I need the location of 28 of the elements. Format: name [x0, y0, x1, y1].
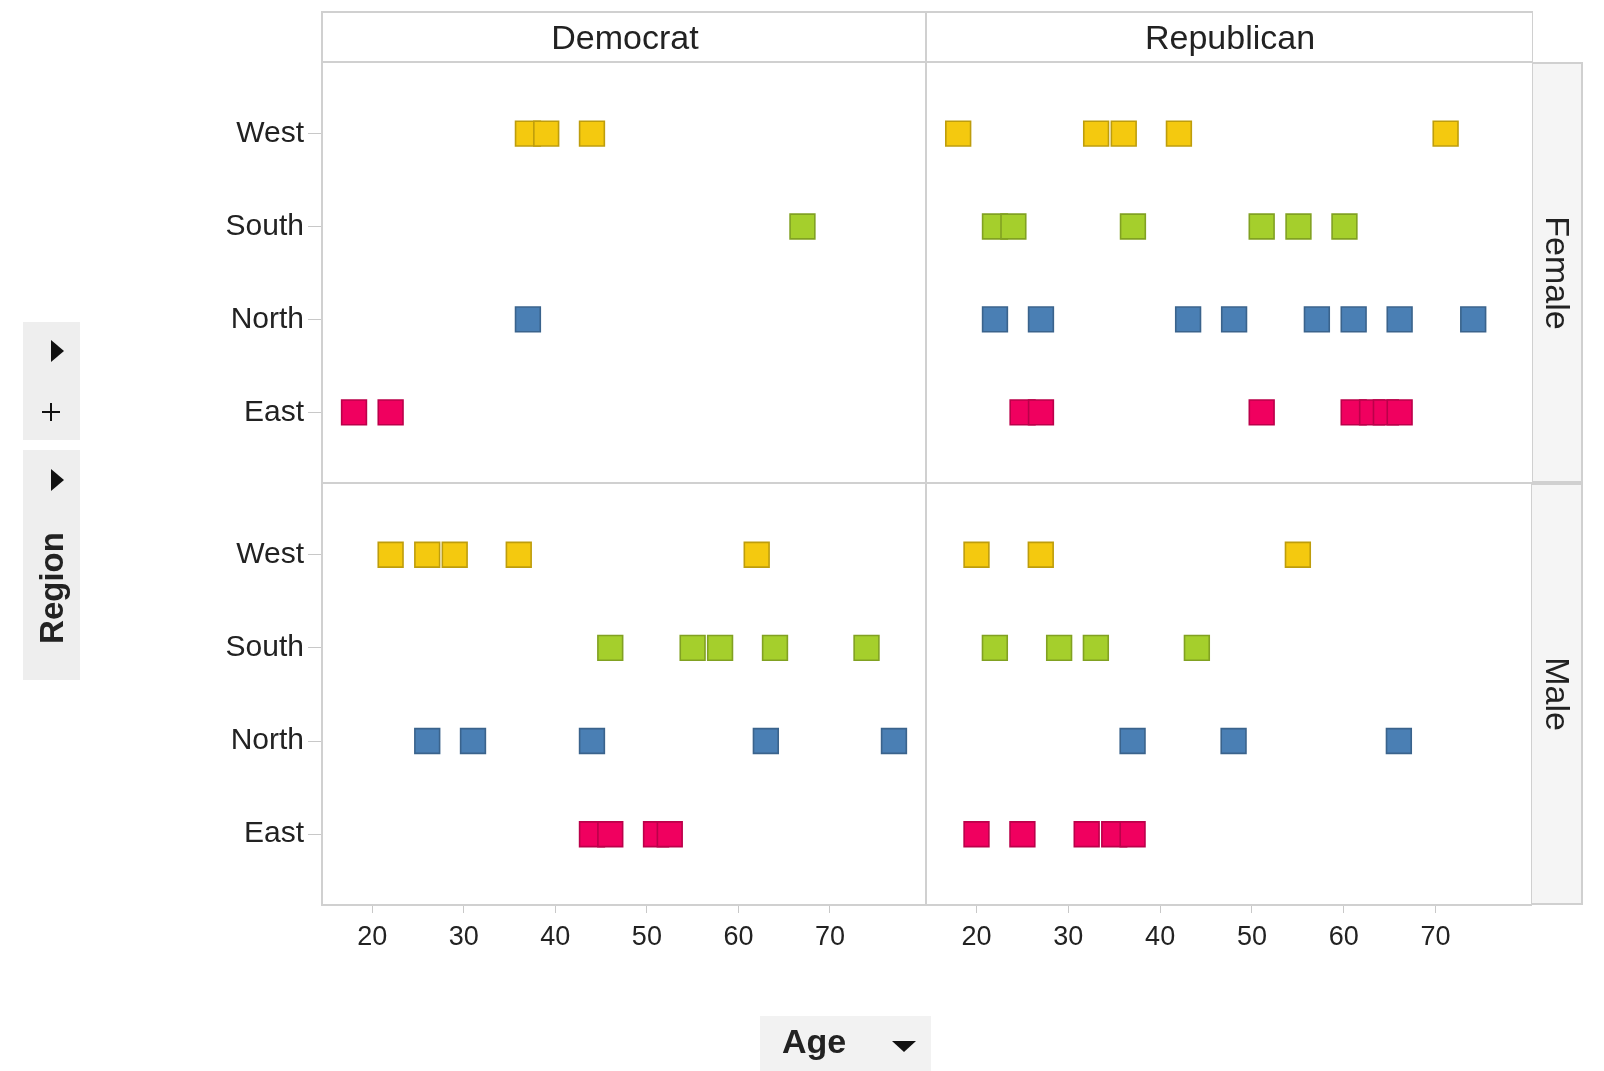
y-tick-label: North	[230, 300, 304, 334]
x-tick-label: 40	[540, 920, 571, 951]
x-tick-label: 60	[1328, 920, 1359, 951]
x-tick-label: 60	[723, 920, 754, 951]
y-tick-label: North	[230, 722, 304, 756]
x-tick-label: 70	[1420, 920, 1451, 951]
side-strip: Female	[1532, 62, 1583, 483]
x-tick-label: 40	[1145, 920, 1176, 951]
x-tick-label: 30	[1053, 920, 1084, 951]
y-tick-label: East	[243, 815, 305, 849]
y-tick-label: South	[225, 207, 304, 241]
side-strip: Male	[1532, 483, 1583, 905]
x-tick-label: 70	[814, 920, 845, 951]
x-tick-label: 20	[961, 920, 992, 951]
x-axis-title: Age	[782, 1022, 847, 1061]
x-tick-label: 20	[357, 920, 388, 951]
y-axis-title: Region	[32, 532, 71, 644]
y-tick-label: East	[243, 393, 305, 427]
chart-title: Republican	[1144, 18, 1316, 57]
y-tick-label: West	[236, 114, 305, 148]
y-tick-label: West	[236, 536, 305, 569]
x-tick-label: 50	[1236, 920, 1267, 951]
x-tick-label: 50	[631, 920, 662, 951]
x-tick-label: 30	[448, 920, 479, 951]
y2-axis-title: Female	[1537, 215, 1576, 330]
y-tick-label: South	[225, 629, 304, 663]
chart-title: Democrat	[551, 18, 699, 57]
y2-axis-title: Male	[1537, 657, 1576, 731]
